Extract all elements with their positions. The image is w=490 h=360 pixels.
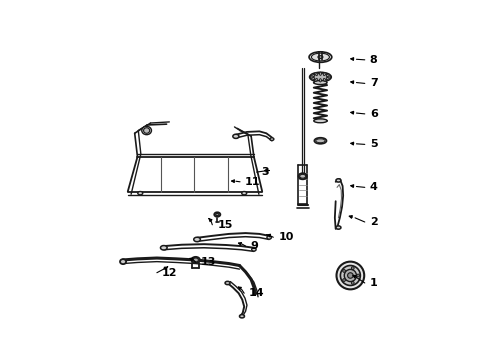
Circle shape xyxy=(351,282,354,284)
Text: 5: 5 xyxy=(370,139,377,149)
Ellipse shape xyxy=(319,72,321,75)
Circle shape xyxy=(343,279,345,282)
Ellipse shape xyxy=(309,52,332,62)
Ellipse shape xyxy=(310,72,331,82)
Ellipse shape xyxy=(310,76,314,78)
Text: 13: 13 xyxy=(201,257,216,267)
Ellipse shape xyxy=(242,192,246,195)
Ellipse shape xyxy=(326,74,329,77)
Ellipse shape xyxy=(323,73,326,76)
Ellipse shape xyxy=(314,138,326,144)
Circle shape xyxy=(357,274,360,277)
Ellipse shape xyxy=(336,179,341,182)
Ellipse shape xyxy=(316,139,325,143)
Text: 2: 2 xyxy=(370,217,377,227)
Ellipse shape xyxy=(267,236,271,239)
Text: 3: 3 xyxy=(262,167,270,177)
Ellipse shape xyxy=(300,174,306,178)
Ellipse shape xyxy=(144,128,149,133)
Text: 11: 11 xyxy=(245,177,261,187)
Circle shape xyxy=(341,266,360,285)
Ellipse shape xyxy=(138,192,143,195)
Ellipse shape xyxy=(120,259,126,264)
Ellipse shape xyxy=(315,73,318,76)
Ellipse shape xyxy=(318,56,323,58)
Ellipse shape xyxy=(336,226,341,229)
Ellipse shape xyxy=(225,281,230,285)
Ellipse shape xyxy=(194,237,200,242)
Ellipse shape xyxy=(233,134,239,138)
Ellipse shape xyxy=(314,119,327,123)
Text: 6: 6 xyxy=(370,109,378,119)
Ellipse shape xyxy=(270,138,274,140)
Ellipse shape xyxy=(298,173,307,179)
Circle shape xyxy=(343,270,345,272)
Ellipse shape xyxy=(312,73,329,81)
Ellipse shape xyxy=(142,126,151,135)
Circle shape xyxy=(347,273,353,278)
Ellipse shape xyxy=(327,76,331,78)
Ellipse shape xyxy=(252,248,256,251)
Text: 4: 4 xyxy=(370,183,378,192)
Text: 12: 12 xyxy=(162,268,177,278)
Text: 9: 9 xyxy=(250,241,258,251)
Ellipse shape xyxy=(326,77,329,80)
Text: 7: 7 xyxy=(370,78,377,89)
Ellipse shape xyxy=(319,78,321,82)
Text: 10: 10 xyxy=(278,232,294,242)
Circle shape xyxy=(337,262,364,289)
Text: 1: 1 xyxy=(370,278,377,288)
Ellipse shape xyxy=(323,78,326,81)
Text: 8: 8 xyxy=(370,55,377,65)
Ellipse shape xyxy=(192,257,200,263)
Text: 15: 15 xyxy=(217,220,233,230)
Text: 14: 14 xyxy=(249,288,265,298)
Ellipse shape xyxy=(312,74,315,77)
Ellipse shape xyxy=(193,258,198,262)
Ellipse shape xyxy=(315,78,318,81)
Ellipse shape xyxy=(314,81,327,85)
Ellipse shape xyxy=(312,77,315,80)
Ellipse shape xyxy=(214,212,220,217)
Circle shape xyxy=(351,267,354,270)
Ellipse shape xyxy=(240,315,245,318)
Ellipse shape xyxy=(216,213,219,216)
Circle shape xyxy=(344,269,356,282)
Ellipse shape xyxy=(161,246,167,250)
